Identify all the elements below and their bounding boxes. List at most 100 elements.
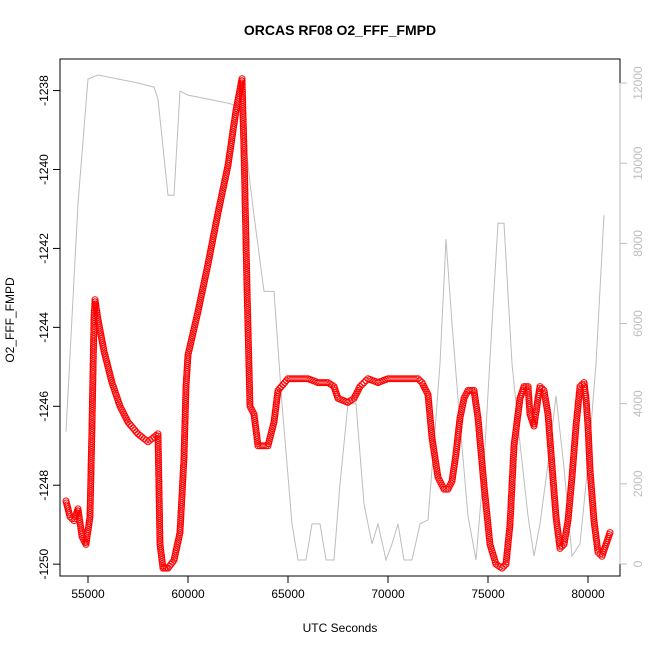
data-point-1206 <box>567 486 575 494</box>
data-point-106 <box>89 383 97 391</box>
data-point-980 <box>500 562 508 570</box>
data-point-525 <box>239 98 247 106</box>
data-point-256 <box>155 508 163 516</box>
data-point-915 <box>475 427 483 435</box>
data-point-312 <box>177 507 185 515</box>
data-point-949 <box>482 501 490 509</box>
data-point-637 <box>245 343 252 351</box>
data-point-74 <box>87 452 95 460</box>
data-point-233 <box>155 458 162 466</box>
primary-series <box>62 75 614 572</box>
data-point-1214 <box>568 469 576 477</box>
data-point-912 <box>475 421 483 429</box>
data-point-115 <box>89 363 97 371</box>
data-point-49 <box>86 506 94 514</box>
data-point-117 <box>89 359 97 367</box>
data-point-646 <box>245 363 253 371</box>
data-point-933 <box>479 466 487 474</box>
data-point-76 <box>87 448 95 456</box>
data-point-339 <box>180 449 188 457</box>
x-axis-label: UTC Seconds <box>303 621 378 635</box>
data-point-241 <box>155 475 163 483</box>
data-point-618 <box>243 301 251 309</box>
data-point-925 <box>477 449 485 457</box>
data-point-261 <box>156 519 164 527</box>
data-point-562 <box>241 179 249 187</box>
data-point-619 <box>244 304 251 312</box>
data-point-947 <box>482 497 490 505</box>
data-point-1195 <box>565 510 573 518</box>
y-tick-label--1246: -1246 <box>37 391 51 422</box>
data-point-601 <box>243 264 251 272</box>
data-point-630 <box>244 328 252 336</box>
data-point-600 <box>243 262 250 270</box>
data-point-220 <box>154 430 162 438</box>
data-point-1248 <box>575 396 583 404</box>
data-point-920 <box>476 438 484 446</box>
data-point-934 <box>479 468 487 476</box>
data-point-262 <box>156 521 164 529</box>
data-point-603 <box>243 269 251 277</box>
data-point-1194 <box>564 512 572 520</box>
data-point-549 <box>240 150 248 158</box>
data-point-1031 <box>510 451 518 458</box>
data-point-265 <box>156 527 164 535</box>
data-point-523 <box>239 94 246 102</box>
data-point-1128 <box>546 436 554 444</box>
data-point-929 <box>478 457 486 465</box>
data-point-56 <box>87 491 94 499</box>
data-point-816 <box>427 425 435 433</box>
data-point-654 <box>245 380 253 388</box>
data-point-79 <box>88 442 96 449</box>
data-point-585 <box>242 229 250 237</box>
data-point-62 <box>87 478 95 486</box>
data-point-113 <box>89 368 97 376</box>
data-point-59 <box>87 485 95 493</box>
data-point-764 <box>358 381 366 389</box>
data-point-1027 <box>509 459 517 467</box>
data-point-574 <box>241 205 249 213</box>
data-point-660 <box>246 394 254 401</box>
data-point-537 <box>239 124 247 132</box>
data-point-1243 <box>574 407 582 415</box>
data-point-894 <box>466 387 474 394</box>
data-point-1021 <box>508 473 516 480</box>
data-point-941 <box>480 483 488 491</box>
data-point-546 <box>240 144 248 152</box>
data-point-573 <box>241 203 249 211</box>
data-point-92 <box>88 413 96 421</box>
data-point-1305 <box>587 483 595 490</box>
data-point-1209 <box>567 480 575 488</box>
data-point-119 <box>89 355 97 363</box>
data-point-1003 <box>506 512 514 520</box>
data-point-122 <box>89 348 97 356</box>
data-point-57 <box>87 489 94 497</box>
data-point-544 <box>240 139 248 147</box>
data-point-978 <box>496 563 504 571</box>
data-point-553 <box>240 159 248 167</box>
data-point-1288 <box>585 446 593 454</box>
data-point-635 <box>244 339 252 347</box>
data-point-112 <box>89 370 97 378</box>
data-point-51 <box>86 502 94 510</box>
data-point-928 <box>478 455 486 463</box>
data-point-763 <box>356 383 364 391</box>
data-point-909 <box>474 414 482 422</box>
data-point-1033 <box>510 446 518 454</box>
data-point-579 <box>242 216 249 224</box>
data-point-89 <box>88 420 96 428</box>
data-point-617 <box>243 299 251 307</box>
data-point-343 <box>180 441 188 449</box>
data-point-1334 <box>594 544 601 552</box>
data-point-608 <box>243 280 251 287</box>
data-point-1254 <box>576 383 584 391</box>
data-point-362 <box>182 400 189 408</box>
data-point-225 <box>154 441 162 449</box>
data-point-982 <box>502 558 510 566</box>
data-point-803 <box>425 397 433 405</box>
data-point-1144 <box>549 470 557 478</box>
data-point-1293 <box>586 457 594 465</box>
data-point-924 <box>477 447 485 455</box>
data-point-1193 <box>564 515 572 523</box>
